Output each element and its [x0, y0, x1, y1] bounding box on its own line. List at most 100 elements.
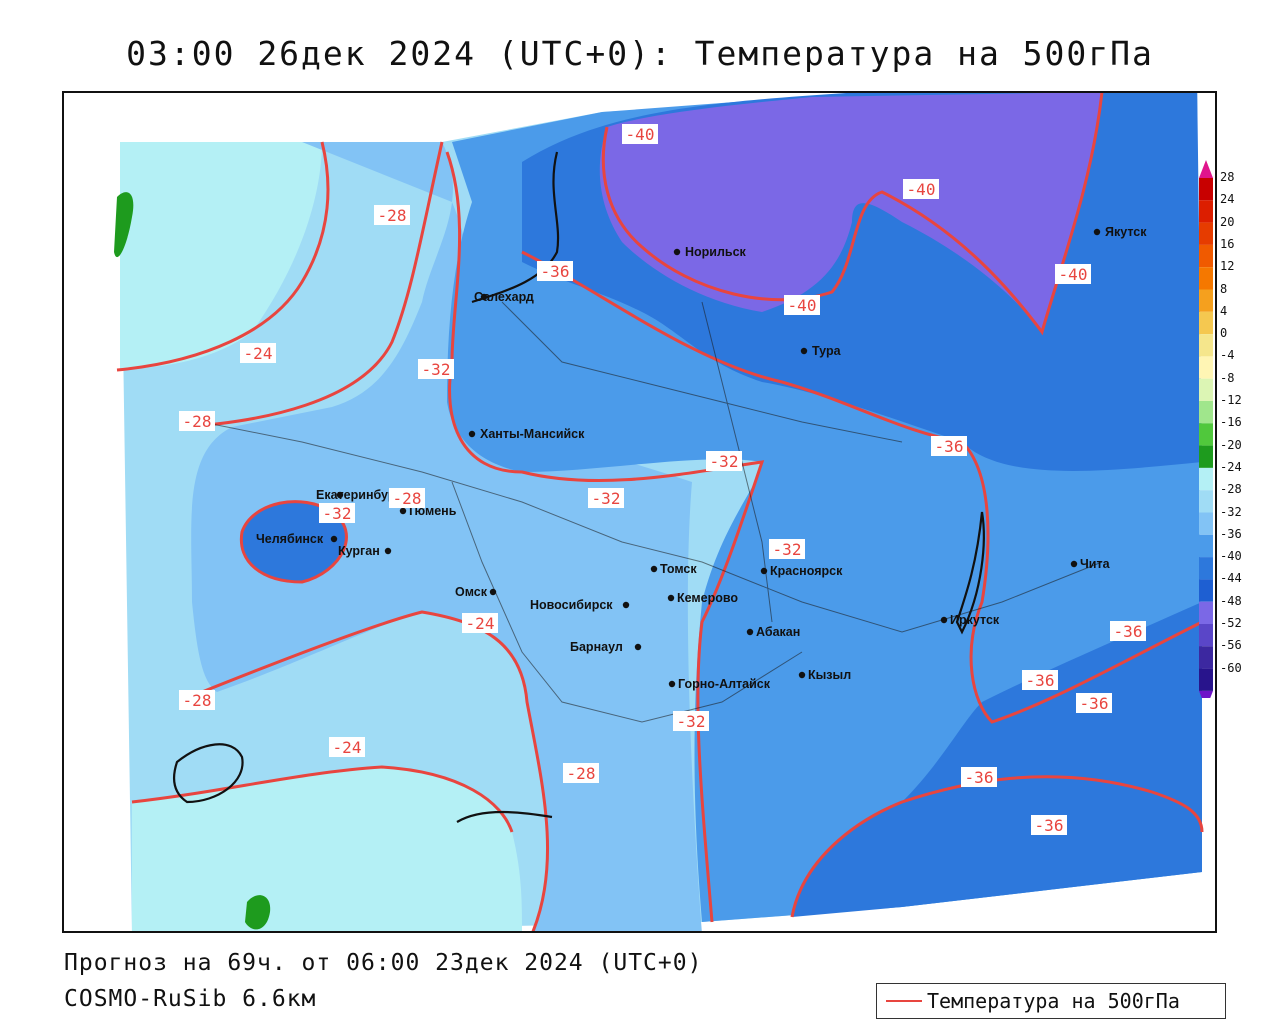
- colorbar-swatch: [1199, 423, 1213, 446]
- city-marker: [1070, 560, 1078, 568]
- city-label: Норильск: [685, 245, 747, 259]
- contour-label: -36: [1026, 671, 1055, 690]
- contour-label: -28: [378, 206, 407, 225]
- colorbar-swatch: [1199, 624, 1213, 647]
- contour-label: -36: [1035, 816, 1064, 835]
- cities-layer: Норильск Якутск Салехард Тура Ханты-Мансийск…: [256, 225, 1147, 691]
- city-marker: [330, 535, 338, 543]
- contour-label-bg: [319, 503, 355, 523]
- colorbar-swatch: [1199, 334, 1213, 357]
- contour-label: -36: [541, 262, 570, 281]
- legend-line-swatch: [886, 1000, 922, 1002]
- contour-label-bg: [563, 763, 599, 783]
- city-marker: [1093, 228, 1101, 236]
- colorbar-tick-label: -12: [1220, 393, 1242, 407]
- colorbar-swatch: [1199, 289, 1213, 312]
- city-marker: [667, 594, 675, 602]
- city-label: Абакан: [756, 625, 800, 639]
- city-label: Новосибирск: [530, 598, 613, 612]
- contour-label: -24: [333, 738, 362, 757]
- city-marker: [634, 643, 642, 651]
- contour-label-bg: [784, 295, 820, 315]
- colorbar-tick-label: -24: [1220, 459, 1242, 474]
- city-marker: [468, 430, 476, 438]
- contour-labels-layer: -40 -40 -40 -40 -28 -36 -24 -32 -28 -32 -36 -32 -32 -…: [179, 124, 1146, 835]
- legend-label: Температура на 500гПа: [927, 989, 1180, 1013]
- colorbar-swatch: [1199, 579, 1213, 602]
- contour-label-bg: [931, 436, 967, 456]
- colorbar-tick-label: -56: [1220, 638, 1242, 653]
- contour-label-bg: [961, 767, 997, 787]
- city-marker: [480, 293, 488, 301]
- contour-label-bg: [240, 343, 276, 363]
- colorbar-swatch: [1199, 557, 1213, 580]
- contour-label-bg: [462, 613, 498, 633]
- colorbar-tick-label: 16: [1220, 236, 1235, 251]
- colorbar-tick-label: 28: [1220, 170, 1235, 184]
- colorbar-tick-label: -20: [1220, 437, 1242, 452]
- contour-label: -32: [773, 540, 802, 559]
- contour-label-bg: [1076, 693, 1112, 713]
- contour-label: -28: [567, 764, 596, 783]
- contour-label-bg: [588, 488, 624, 508]
- colorbar-tick-label: -8: [1220, 370, 1235, 385]
- model-info: COSMO-RuSib 6.6км: [64, 986, 317, 1012]
- city-label: Красноярск: [770, 564, 843, 578]
- contour-label-bg: [329, 737, 365, 757]
- contour-label: -32: [323, 504, 352, 523]
- colorbar-tick-label: -28: [1220, 482, 1242, 497]
- city-marker: [673, 248, 681, 256]
- city-marker: [384, 547, 392, 555]
- contour-label-bg: [537, 261, 573, 281]
- colorbar-tick-label: -48: [1220, 593, 1242, 608]
- contour-label-bg: [1055, 264, 1091, 284]
- city-marker: [668, 680, 676, 688]
- colorbar-swatch: [1199, 356, 1213, 379]
- colorbar-swatch: [1199, 490, 1213, 513]
- colorbar-tick-label: -40: [1220, 549, 1242, 564]
- city-marker: [800, 347, 808, 355]
- contour-label: -36: [1114, 622, 1143, 641]
- colorbar-tick-label: -32: [1220, 504, 1242, 519]
- colorbar-tick-label: 24: [1220, 192, 1235, 207]
- contour-label-bg: [1110, 621, 1146, 641]
- city-label: Тура: [812, 344, 842, 358]
- contour-label: -36: [1080, 694, 1109, 713]
- city-label: Курган: [338, 544, 380, 558]
- colorbar-bottom-arrow: [1199, 690, 1213, 698]
- contour-label-bg: [1022, 670, 1058, 690]
- contour-label: -36: [965, 768, 994, 787]
- city-label: Челябинск: [256, 532, 324, 546]
- city-marker: [650, 565, 658, 573]
- colorbar-swatch: [1199, 467, 1213, 491]
- colorbar-swatch: [1199, 222, 1213, 245]
- contour-label: -32: [592, 489, 621, 508]
- band-minus-20-nw: [114, 192, 134, 258]
- contour-label: -28: [393, 489, 422, 508]
- city-label: Салехард: [474, 290, 534, 304]
- contour-label-bg: [673, 711, 709, 731]
- colorbar-tick-label: -44: [1220, 571, 1242, 586]
- contour-label-bg: [418, 359, 454, 379]
- colorbar-swatch: [1199, 445, 1213, 468]
- colorbar-swatch: [1199, 646, 1213, 669]
- contour-label: -32: [677, 712, 706, 731]
- map-frame: Норильск Якутск Салехард Тура Ханты-Мансийск…: [62, 91, 1217, 933]
- city-marker: [489, 588, 497, 596]
- colorbar-swatch: [1199, 311, 1213, 335]
- contour-label-bg: [389, 488, 425, 508]
- city-label: Омск: [455, 585, 488, 599]
- colorbar-tick-label: -16: [1220, 415, 1242, 430]
- city-label: Барнаул: [570, 640, 623, 654]
- colorbar-swatch: [1199, 401, 1213, 424]
- band-minus-20-s: [245, 895, 271, 930]
- city-marker: [399, 507, 407, 515]
- city-label: Екатеринбург: [316, 488, 401, 502]
- contour-label-bg: [1031, 815, 1067, 835]
- contour-label: -40: [788, 296, 817, 315]
- band-minus-24-s: [132, 767, 522, 931]
- contour-label: -40: [1059, 265, 1088, 284]
- contour-label-bg: [706, 451, 742, 471]
- colorbar-tick-label: 20: [1220, 214, 1235, 229]
- colorbar-top-arrow: [1199, 160, 1213, 178]
